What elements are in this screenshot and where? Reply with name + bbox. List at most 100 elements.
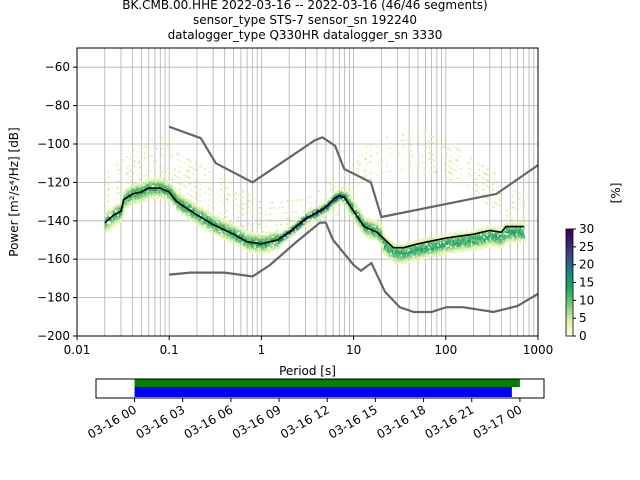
histogram-cell	[238, 245, 241, 248]
histogram-cell	[264, 232, 267, 235]
histogram-cell	[375, 152, 378, 154]
histogram-cell	[192, 190, 195, 193]
histogram-cell	[343, 174, 346, 177]
histogram-cell	[387, 238, 390, 241]
histogram-cell	[181, 196, 184, 199]
histogram-cell	[460, 240, 463, 243]
histogram-cell	[203, 168, 206, 170]
histogram-cell	[241, 208, 244, 210]
histogram-cell	[329, 206, 332, 208]
histogram-cell	[428, 146, 431, 149]
histogram-cell	[481, 233, 484, 236]
histogram-cell	[194, 222, 197, 225]
histogram-cell	[260, 240, 263, 243]
histogram-cell	[211, 228, 214, 231]
histogram-cell	[435, 246, 438, 249]
histogram-cell	[519, 229, 522, 232]
histogram-cell	[138, 182, 141, 185]
histogram-cell	[350, 214, 353, 217]
histogram-cell	[380, 240, 383, 243]
histogram-cell	[271, 201, 274, 204]
histogram-cell	[251, 207, 254, 210]
colorbar-segment	[566, 265, 573, 269]
histogram-cell	[448, 248, 451, 251]
histogram-cell	[194, 216, 197, 219]
histogram-cell	[241, 228, 244, 231]
histogram-cell	[438, 248, 441, 251]
histogram-cell	[376, 162, 379, 165]
histogram-cell	[147, 184, 150, 187]
histogram-cell	[203, 214, 206, 217]
histogram-cell	[403, 260, 406, 263]
histogram-cell	[472, 246, 475, 249]
histogram-cell	[342, 204, 345, 206]
histogram-cell	[491, 245, 494, 248]
histogram-cell	[369, 237, 372, 240]
histogram-cell	[148, 177, 151, 180]
histogram-cell	[368, 233, 371, 236]
histogram-cell	[470, 157, 473, 160]
histogram-cell	[222, 218, 225, 221]
histogram-cell	[501, 238, 504, 241]
histogram-cell	[486, 197, 489, 199]
histogram-cell	[449, 244, 452, 247]
histogram-cell	[440, 247, 443, 250]
histogram-cell	[369, 226, 372, 229]
histogram-cell	[233, 227, 236, 230]
histogram-cell	[379, 223, 382, 226]
histogram-cell	[491, 235, 494, 238]
histogram-cell	[286, 223, 289, 225]
histogram-cell	[387, 252, 390, 255]
histogram-cell	[483, 234, 486, 237]
histogram-cell	[477, 245, 480, 248]
histogram-cell	[452, 245, 455, 248]
histogram-cell	[379, 225, 382, 228]
histogram-cell	[382, 240, 385, 243]
histogram-cell	[215, 230, 218, 233]
histogram-cell	[503, 238, 506, 241]
histogram-cell	[364, 217, 367, 220]
histogram-cell	[268, 233, 271, 236]
histogram-cell	[157, 181, 160, 184]
histogram-cell	[474, 189, 477, 192]
histogram-cell	[207, 224, 210, 227]
histogram-cell	[291, 211, 294, 213]
colorbar-label: [%]	[609, 183, 623, 204]
histogram-cell	[195, 217, 198, 220]
histogram-cell	[215, 218, 218, 221]
histogram-cell	[304, 210, 307, 212]
histogram-cell	[179, 208, 182, 211]
histogram-cell	[352, 212, 355, 215]
histogram-cell	[458, 250, 461, 253]
histogram-cell	[118, 205, 121, 208]
histogram-cell	[435, 154, 438, 157]
histogram-cell	[161, 185, 164, 188]
histogram-cell	[396, 258, 399, 261]
histogram-cell	[456, 247, 459, 250]
histogram-cell	[350, 212, 353, 215]
histogram-cell	[362, 176, 365, 178]
histogram-cell	[478, 245, 481, 248]
histogram-cell	[397, 252, 400, 255]
histogram-cell	[286, 229, 289, 231]
histogram-cell	[471, 231, 474, 234]
histogram-cell	[375, 236, 378, 239]
colorbar-segment	[566, 267, 573, 271]
histogram-cell	[186, 216, 189, 219]
histogram-cell	[243, 236, 246, 239]
histogram-cell	[259, 244, 262, 247]
histogram-cell	[180, 197, 183, 200]
histogram-cell	[138, 189, 141, 192]
histogram-cell	[236, 238, 239, 241]
histogram-cell	[134, 190, 137, 193]
histogram-cell	[451, 249, 454, 252]
histogram-cell	[221, 225, 224, 228]
histogram-cell	[187, 159, 190, 161]
histogram-cell	[440, 236, 443, 239]
histogram-cell	[309, 211, 312, 214]
histogram-cell	[237, 193, 240, 196]
histogram-cell	[428, 158, 431, 160]
histogram-cell	[108, 205, 111, 207]
histogram-cell	[194, 168, 197, 171]
histogram-cell	[523, 200, 526, 202]
